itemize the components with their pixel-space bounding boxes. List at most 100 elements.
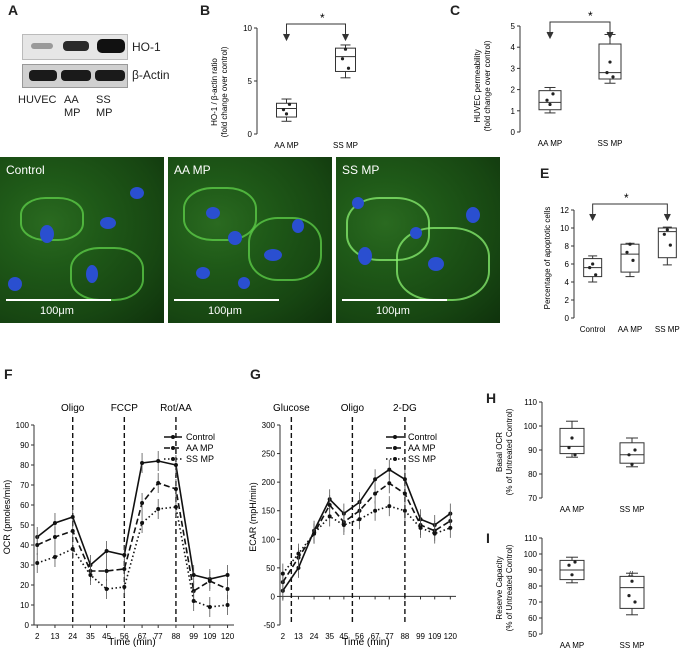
chart-panel-i: Reserve Capacity (% of Untreated Control… [495, 534, 645, 650]
y-tick-label: 4 [511, 43, 516, 52]
y-tick-label: 50 [266, 564, 275, 573]
injection-label: Oligo [341, 403, 365, 414]
data-point [296, 551, 301, 556]
y-tick-label: 70 [528, 598, 537, 607]
x-tick-label: 88 [171, 632, 180, 641]
data-point [35, 561, 40, 565]
data-point [346, 66, 351, 70]
data-point [70, 547, 75, 551]
x-tick-label: SS MP [598, 139, 623, 148]
y-tick-label: 40 [20, 541, 29, 550]
panel-letter-h: H [486, 390, 497, 406]
lane-label-ss-mp: SS MP [96, 94, 113, 119]
x-tick-label: AA MP [560, 505, 584, 514]
series-line [36, 482, 228, 593]
x-tick-label: 88 [400, 632, 409, 641]
data-point [373, 508, 378, 513]
e-ylabel: Percentage of apoptotic cells [543, 207, 552, 310]
data-point [387, 467, 392, 472]
y-tick-label: 80 [20, 461, 29, 470]
data-point [312, 531, 317, 536]
x-tick-label: SS MP [620, 505, 645, 514]
data-point [140, 501, 145, 505]
data-point [340, 57, 345, 61]
y-tick-label: 3 [511, 64, 516, 73]
y-tick-label: 110 [524, 534, 537, 543]
data-point [70, 529, 75, 533]
box [619, 442, 645, 464]
box [538, 90, 562, 111]
data-point [545, 98, 549, 102]
data-point [104, 549, 109, 553]
legend-marker [393, 457, 397, 461]
data-point [448, 525, 453, 530]
y-tick-label: 5 [248, 77, 253, 86]
series-line [282, 482, 451, 583]
legend-marker [171, 457, 175, 461]
data-point [373, 491, 378, 496]
data-point [588, 266, 592, 270]
i-ylabel2: (% of Untreated Control) [505, 544, 514, 631]
c-ylabel: HUVEC permeability [473, 49, 482, 122]
data-point [156, 481, 161, 485]
box [559, 427, 585, 455]
x-tick-label: AA MP [618, 325, 642, 334]
c-star: * [588, 9, 593, 23]
injection-label: Rot/AA [160, 403, 192, 414]
legend-label: SS MP [408, 454, 436, 464]
y-tick-label: 90 [528, 566, 537, 575]
chart-panel-e: Percentage of apoptotic cells * 0 2 4 6 8 10 1… [543, 191, 680, 334]
data-point [567, 563, 571, 567]
data-point [225, 573, 230, 577]
x-tick-label: 24 [68, 632, 77, 641]
y-tick-label: 0 [511, 128, 516, 137]
y-tick-label: 5 [511, 22, 516, 31]
data-point [627, 594, 631, 598]
c-ylabel2: (fold change over control) [483, 40, 492, 131]
g-ylabel: ECAR (mpH/min) [248, 482, 258, 552]
injection-label: 2-DG [393, 403, 417, 414]
data-point [191, 599, 196, 603]
x-tick-label: SS MP [333, 141, 358, 150]
f-xlabel: Time (min) [108, 637, 155, 648]
x-tick-label: 56 [120, 632, 129, 641]
data-point [633, 448, 637, 452]
western-blot: HO-1 β-Actin HUVEC AA MP SS MP [18, 28, 190, 138]
significance-bracket [286, 23, 346, 38]
y-tick-label: 100 [524, 422, 538, 431]
bracket-arrow [606, 31, 614, 40]
data-point [402, 491, 407, 496]
legend-marker [393, 446, 397, 450]
x-tick-label: 120 [221, 632, 235, 641]
panel-letter-b: B [200, 2, 211, 18]
x-tick-label: 77 [154, 632, 163, 641]
e-star: * [624, 191, 629, 205]
lane-label-huvec: HUVEC [18, 94, 57, 106]
x-tick-label: 45 [102, 632, 111, 641]
blot-label-ho1: HO-1 [132, 40, 161, 54]
y-tick-label: 100 [262, 535, 276, 544]
data-point [70, 515, 75, 519]
scale-label: 100μm [208, 305, 242, 317]
y-tick-label: 20 [20, 581, 29, 590]
data-point [418, 525, 423, 530]
i-hash: # [628, 570, 634, 581]
b-ylabel2: (fold change over control) [220, 46, 229, 137]
y-tick-label: 200 [262, 478, 276, 487]
blot-band-actin [22, 64, 128, 88]
data-point [570, 436, 574, 440]
data-point [628, 242, 632, 246]
injection-label: Oligo [61, 403, 85, 414]
y-tick-label: 0 [248, 130, 253, 139]
micrograph-control: Control 100μm [0, 157, 164, 323]
x-tick-label: 35 [86, 632, 95, 641]
data-point [402, 477, 407, 482]
y-tick-label: 250 [262, 450, 276, 459]
data-point [173, 487, 178, 491]
scale-bar [342, 299, 447, 301]
data-point [140, 461, 145, 465]
data-point [343, 47, 348, 51]
box [276, 102, 297, 118]
y-tick-label: 100 [16, 421, 30, 430]
x-tick-label: 13 [294, 632, 303, 641]
